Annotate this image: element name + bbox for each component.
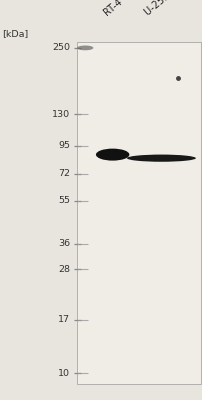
Text: 17: 17 [58, 315, 70, 324]
Text: 130: 130 [52, 110, 70, 118]
Text: U-251 MG: U-251 MG [142, 0, 185, 18]
Text: [kDa]: [kDa] [2, 29, 28, 38]
Text: 10: 10 [58, 369, 70, 378]
Text: 28: 28 [58, 265, 70, 274]
Text: 72: 72 [58, 169, 70, 178]
Text: RT-4: RT-4 [102, 0, 124, 18]
Bar [77, 42, 200, 384]
Ellipse shape [77, 46, 93, 50]
Text: 250: 250 [52, 43, 70, 52]
Text: 95: 95 [58, 141, 70, 150]
Ellipse shape [96, 149, 129, 161]
Ellipse shape [126, 154, 195, 162]
Text: 55: 55 [58, 196, 70, 206]
Text: 36: 36 [58, 239, 70, 248]
